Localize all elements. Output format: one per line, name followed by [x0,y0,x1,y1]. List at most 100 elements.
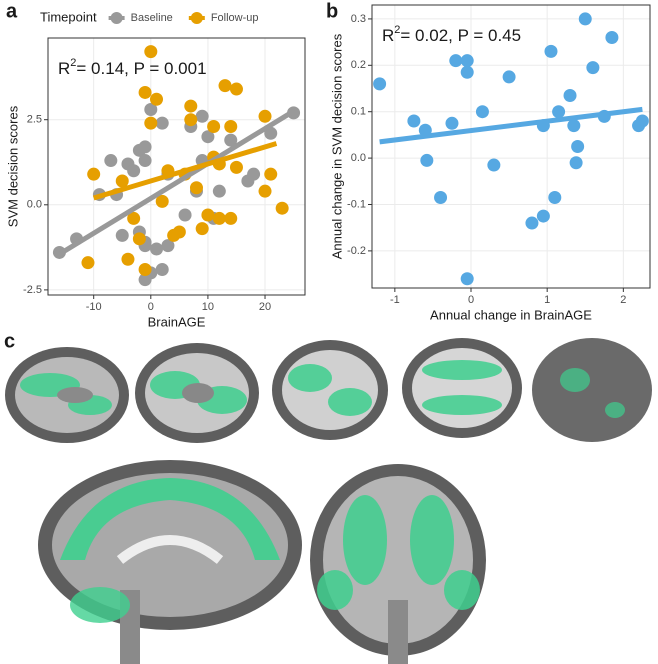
y-tick-label: 2.5 [27,114,42,126]
panel-label: a [6,0,18,22]
plot-background [48,38,305,295]
point [502,70,516,84]
y-tick-label: -2.5 [23,284,42,296]
point [224,211,238,225]
point [420,153,434,167]
fit-line [58,109,295,257]
brain-renderings [5,338,652,664]
annotation-r: R [58,59,70,78]
panel-label: c [4,330,15,352]
point [536,209,550,223]
point [155,262,169,276]
point [525,216,539,230]
point [544,44,558,58]
point [258,184,272,198]
point [138,85,152,99]
annotation-rest: = 0.02, P = 0.45 [400,26,521,45]
brain-axial-3 [272,340,388,440]
annotation: R2= 0.02, P = 0.45 [382,24,521,46]
legend-swatch [190,12,203,24]
brain-surface [532,338,652,442]
point [247,167,261,181]
point [201,130,215,144]
point [548,191,562,205]
x-tick-label: -10 [86,301,102,313]
x-tick-label: 2 [620,294,626,306]
point [434,191,448,205]
y-tick-label: 0.0 [351,152,366,164]
point [155,194,169,208]
point [258,109,272,123]
x-tick-label: 1 [544,294,550,306]
point [229,82,243,96]
fit-line [92,141,278,201]
point [373,77,387,91]
point [161,239,175,253]
point [172,225,186,239]
point [449,54,463,68]
point [144,102,158,116]
point [138,140,152,154]
point [195,222,209,236]
point [635,114,649,128]
x-tick-label: 20 [259,301,271,313]
brain-axial-1 [5,347,129,443]
point [138,154,152,168]
point [104,154,118,168]
x-tick-label: 10 [202,301,214,313]
point [229,160,243,174]
annotation-rest: = 0.14, P = 0.001 [76,59,206,78]
y-tick-label: 0.1 [351,106,366,118]
fit-line [379,106,643,145]
point [224,120,238,134]
point [218,79,232,93]
y-tick-label: 0.3 [351,13,366,25]
legend-title: Timepoint [40,9,97,24]
y-tick-label: 0.0 [27,199,42,211]
point [605,30,619,44]
plot-border [47,37,306,296]
point [150,92,164,106]
x-axis-title: Annual change in BrainAGE [430,307,592,322]
point [115,174,129,188]
point [87,167,101,181]
point [138,262,152,276]
point [81,256,95,270]
annotation-r: R [382,26,394,45]
point [132,232,146,246]
brain-axial-2 [135,343,259,443]
point [189,181,203,195]
point [212,211,226,225]
plot-background [372,5,650,288]
legend-swatch [110,12,123,24]
point [138,273,152,287]
point [127,164,141,178]
point [224,133,238,147]
legend-label: Follow-up [211,12,259,24]
y-tick-label: -0.1 [347,198,366,210]
point [115,228,129,242]
point [264,126,278,140]
annotation: R2= 0.14, P = 0.001 [58,57,207,79]
plot-border [371,4,651,289]
point [578,12,592,26]
annotation-sup: 2 [70,57,76,69]
x-tick-label: -1 [390,294,400,306]
point [460,65,474,79]
y-axis-title: SVM decision scores [5,105,20,227]
point [127,211,141,225]
point [212,184,226,198]
point [195,109,209,123]
point [487,158,501,172]
point [586,61,600,75]
point [567,119,581,133]
point [552,105,566,119]
point [121,252,135,266]
x-tick-label: 0 [148,301,154,313]
point [264,167,278,181]
x-tick-label: 0 [468,294,474,306]
point [445,116,459,130]
point [563,88,577,102]
